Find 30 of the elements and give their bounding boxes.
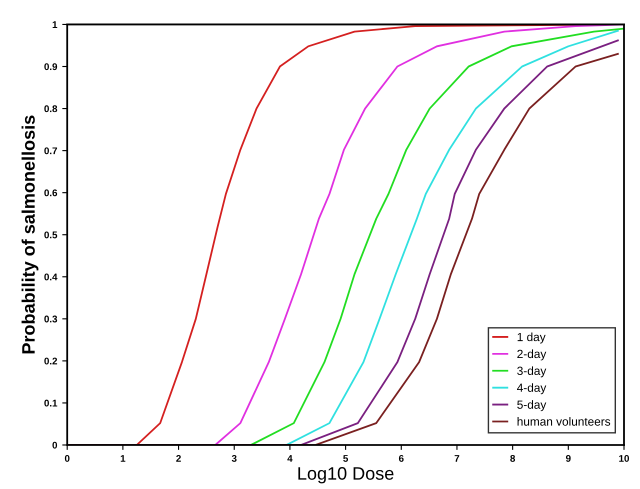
legend-label: 3-day: [517, 366, 546, 378]
y-tick-label: 0.3: [44, 316, 58, 322]
y-tick-label: 0.1: [44, 400, 58, 407]
y-tick-label: 0.9: [44, 63, 58, 70]
x-tick-label: 9: [566, 454, 571, 462]
legend-label: 2-day: [517, 349, 546, 360]
x-tick-label: 6: [398, 454, 404, 462]
x-tick-label: 0: [64, 454, 70, 462]
legend-label: 1 day: [518, 332, 546, 344]
y-tick-label: 0.5: [44, 231, 58, 238]
y-axis-title: Probability of salmonellosis: [22, 116, 38, 354]
x-tick-label: 1: [120, 455, 126, 462]
x-tick-label: 8: [510, 454, 516, 462]
y-tick-label: 1: [52, 21, 58, 28]
x-tick-label: 7: [454, 455, 460, 462]
y-tick-label: 0.6: [44, 189, 58, 196]
x-tick-label: 3: [232, 454, 237, 462]
y-tick-label: 0.2: [44, 358, 58, 364]
legend-label: human volunteers: [518, 417, 610, 426]
legend-label: 4-day: [517, 383, 546, 394]
y-tick-label: 0.7: [44, 147, 58, 154]
x-tick-label: 5: [343, 455, 348, 462]
x-tick-label: 2: [176, 454, 181, 462]
y-tick-label: 0: [52, 442, 58, 449]
x-tick-label: 4: [287, 455, 293, 462]
legend-label: 5-day: [517, 400, 546, 412]
x-tick-label: 10: [619, 454, 630, 462]
y-tick-label: 0.8: [44, 105, 58, 112]
x-axis-title: Log10 Dose: [298, 467, 394, 484]
y-tick-label: 0.4: [44, 274, 58, 280]
